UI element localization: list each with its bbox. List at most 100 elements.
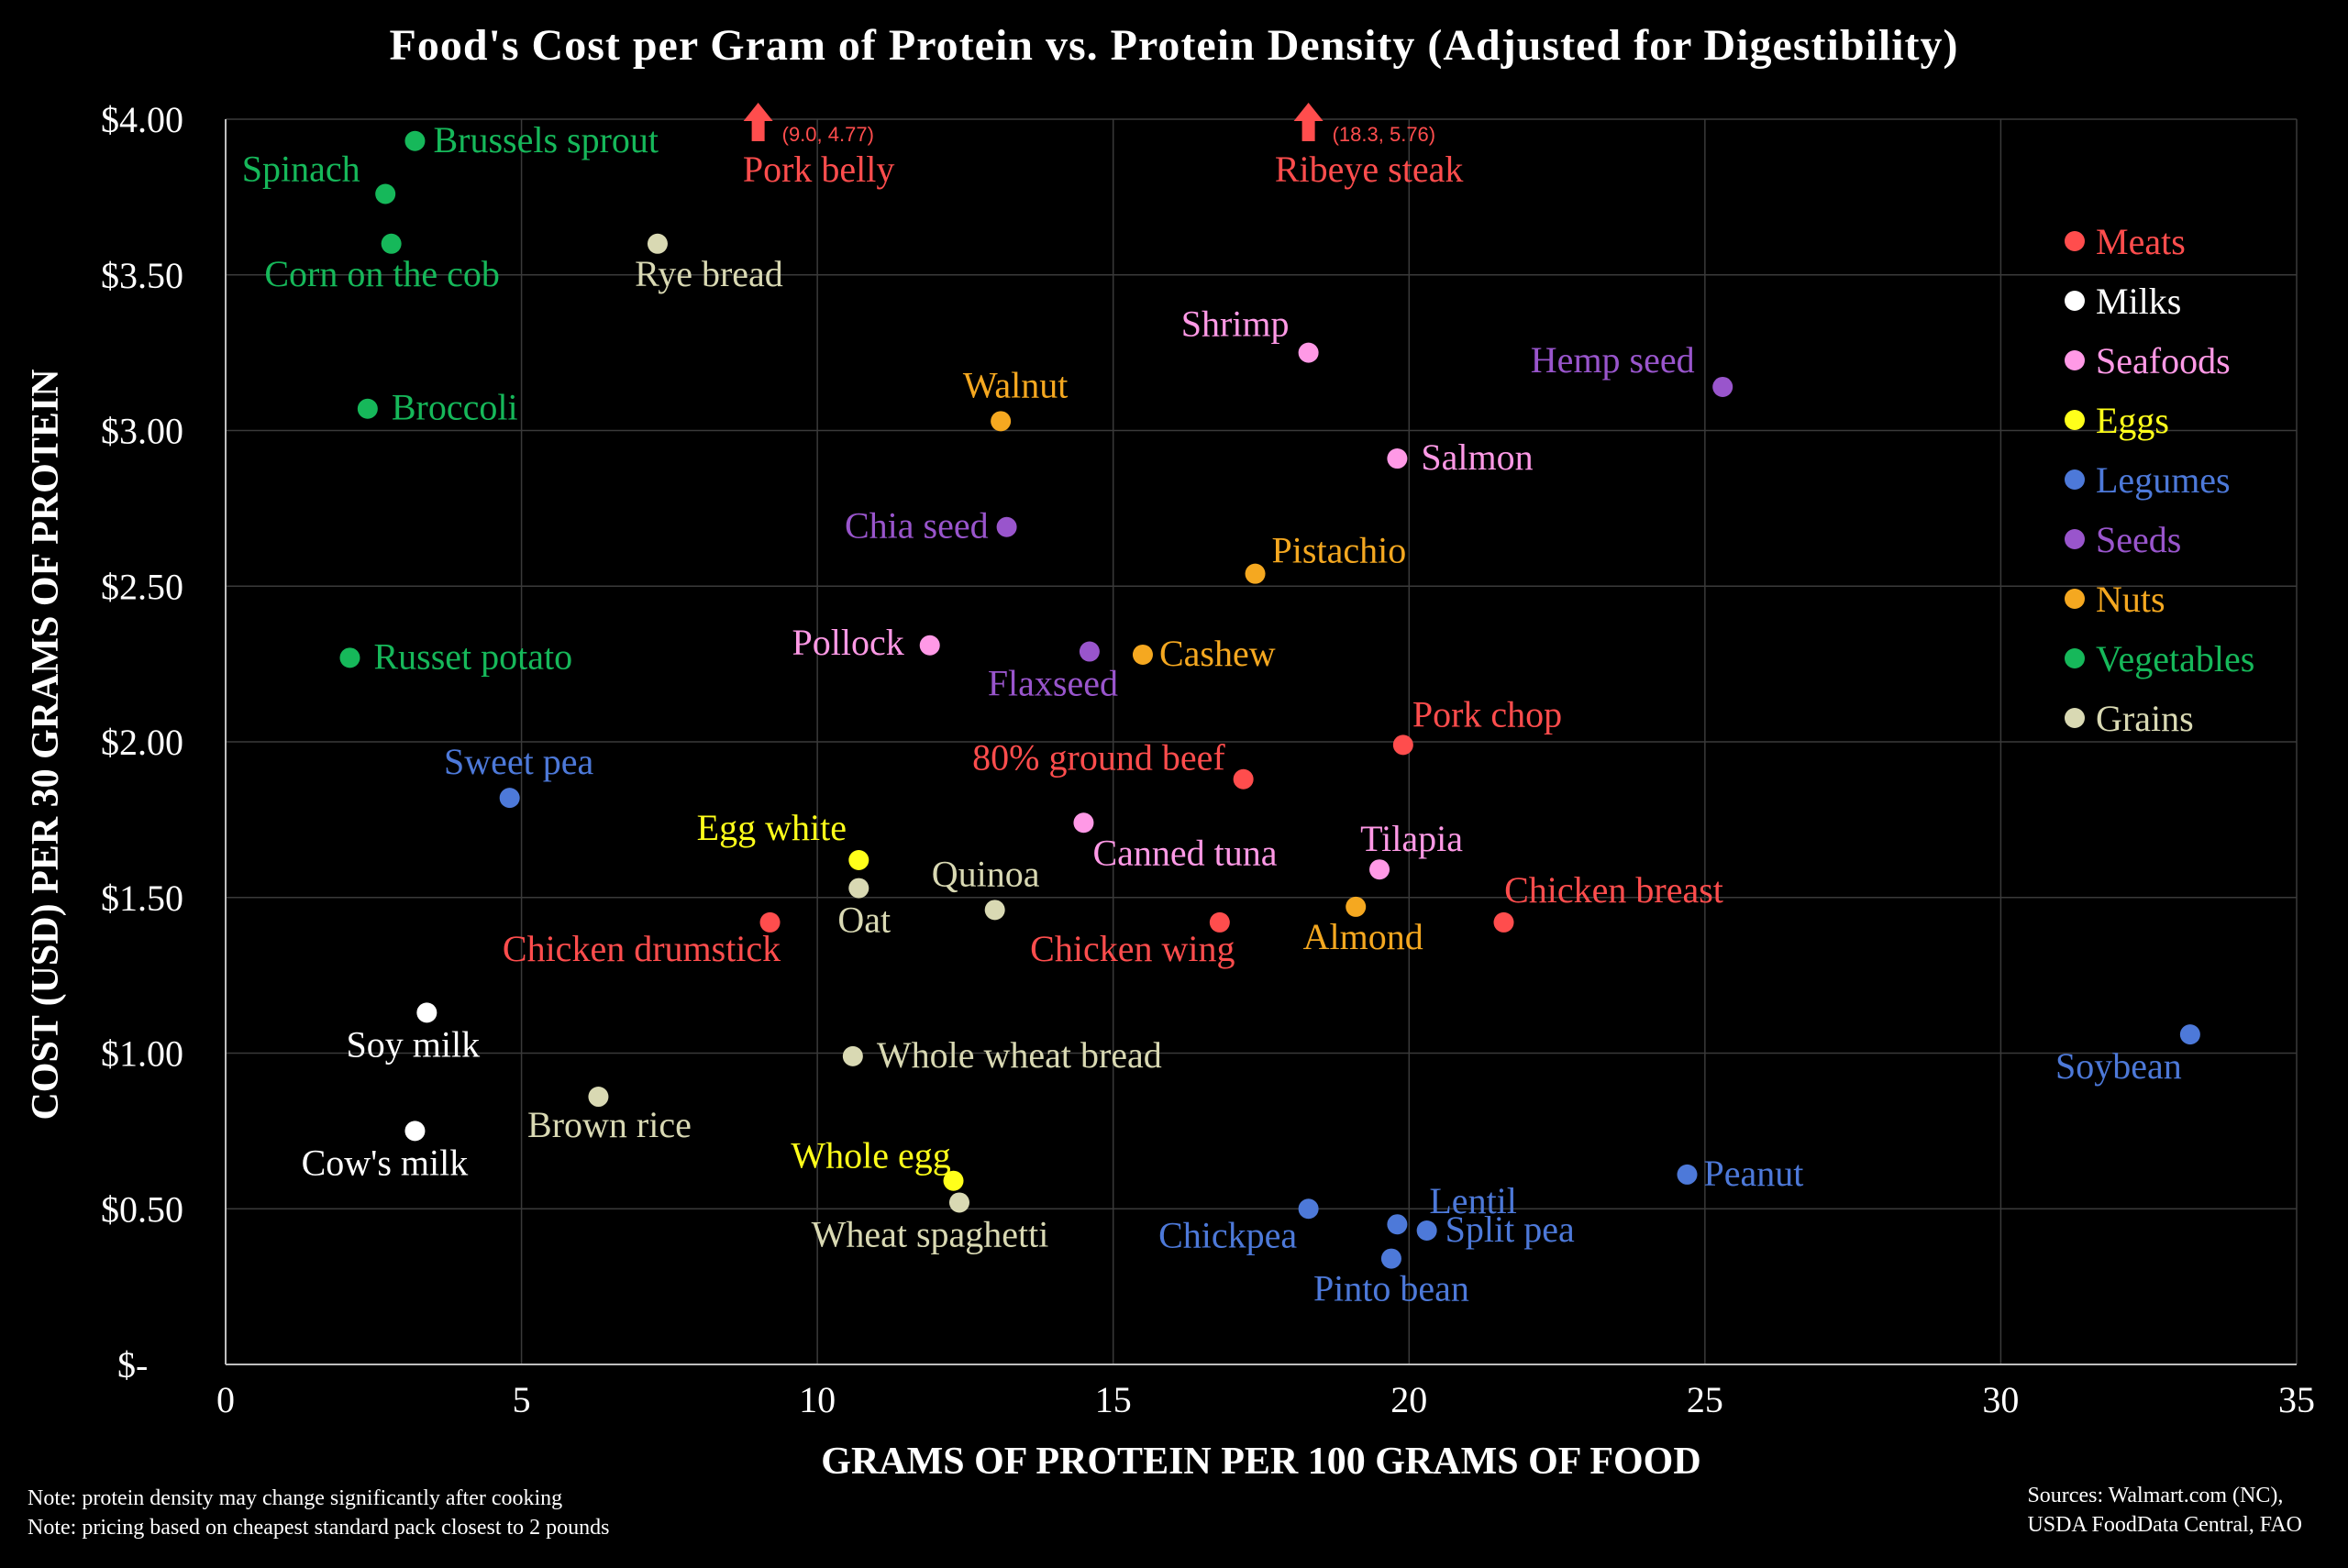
point-oat — [848, 878, 869, 899]
label-rye-bread: Rye bread — [635, 253, 783, 294]
label-chia-seed: Chia seed — [845, 505, 989, 547]
legend-label-seafoods: Seafoods — [2096, 340, 2231, 381]
label-broccoli: Broccoli — [392, 387, 518, 428]
label-salmon: Salmon — [1421, 436, 1533, 478]
point-quinoa — [984, 900, 1005, 921]
legend-marker-vegetables — [2065, 648, 2085, 668]
label-chicken-breast: Chicken breast — [1504, 869, 1723, 911]
point-corn-on-the-cob — [381, 233, 402, 254]
label-corn-on-the-cob: Corn on the cob — [264, 253, 500, 294]
label-pinto-bean: Pinto bean — [1313, 1268, 1469, 1309]
legend-marker-nuts — [2065, 589, 2085, 609]
point-shrimp — [1298, 342, 1319, 363]
point-cow-s-milk — [404, 1121, 426, 1142]
point-lentil — [1387, 1214, 1408, 1235]
label-pistachio: Pistachio — [1272, 530, 1407, 571]
label-80-ground-beef: 80% ground beef — [972, 737, 1225, 778]
point-broccoli — [357, 398, 378, 419]
point-hemp-seed — [1712, 376, 1733, 397]
label-lentil: Lentil — [1429, 1180, 1517, 1221]
label-whole-egg: Whole egg — [791, 1135, 950, 1176]
legend-label-vegetables: Vegetables — [2096, 638, 2254, 679]
legend-label-grains: Grains — [2096, 698, 2194, 739]
label-egg-white: Egg white — [697, 807, 847, 848]
point-brown-rice — [588, 1087, 609, 1108]
point-walnut — [991, 411, 1012, 432]
label-ribeye-steak: Ribeye steak — [1275, 149, 1464, 190]
point-russet-potato — [339, 647, 360, 668]
sources: Sources: Walmart.com (NC), USDA FoodData… — [2027, 1481, 2302, 1540]
y-tick-label: $0.50 — [101, 1188, 183, 1230]
point-chickpea — [1298, 1198, 1319, 1220]
x-tick-label: 30 — [1982, 1379, 2019, 1420]
y-tick-label: $2.00 — [101, 722, 183, 763]
label-russet-potato: Russet potato — [373, 635, 572, 677]
label-soybean: Soybean — [2055, 1045, 2182, 1087]
note-pricing: Note: pricing based on cheapest standard… — [28, 1516, 610, 1540]
legend-label-seeds: Seeds — [2096, 519, 2181, 560]
label-wheat-spaghetti: Wheat spaghetti — [812, 1213, 1049, 1254]
y-tick-label: $- — [117, 1344, 148, 1386]
point-egg-white — [848, 850, 869, 871]
point-canned-tuna — [1073, 812, 1094, 834]
y-tick-label: $3.50 — [101, 255, 183, 296]
point-80-ground-beef — [1233, 768, 1254, 790]
point-soy-milk — [416, 1002, 437, 1023]
label-oat: Oat — [837, 900, 891, 941]
off-chart-annotation-pork-belly: (9.0, 4.77) — [782, 123, 874, 146]
label-shrimp: Shrimp — [1181, 304, 1290, 345]
label-canned-tuna: Canned tuna — [1092, 832, 1277, 873]
label-cashew: Cashew — [1159, 633, 1276, 674]
legend-marker-eggs — [2065, 410, 2085, 430]
point-tilapia — [1369, 859, 1390, 880]
point-whole-wheat-bread — [842, 1045, 863, 1066]
x-tick-label: 20 — [1390, 1379, 1427, 1420]
legend-label-milks: Milks — [2096, 281, 2181, 322]
label-split-pea: Split pea — [1445, 1209, 1575, 1250]
point-pinto-bean — [1380, 1248, 1401, 1269]
note-cooking: Note: protein density may change signifi… — [28, 1486, 563, 1510]
x-axis-label: GRAMS OF PROTEIN PER 100 GRAMS OF FOOD — [821, 1441, 1701, 1483]
point-chicken-wing — [1209, 911, 1230, 933]
point-chicken-drumstick — [759, 911, 781, 933]
label-brussels-sprout: Brussels sprout — [433, 119, 659, 160]
off-chart-annotation-ribeye-steak: (18.3, 5.76) — [1333, 123, 1436, 146]
label-whole-wheat-bread: Whole wheat bread — [877, 1034, 1162, 1076]
legend-label-nuts: Nuts — [2096, 579, 2165, 620]
legend-marker-milks — [2065, 291, 2085, 311]
point-pork-chop — [1392, 734, 1413, 756]
legend-label-legumes: Legumes — [2096, 459, 2231, 501]
y-tick-label: $4.00 — [101, 99, 183, 140]
legend-marker-grains — [2065, 708, 2085, 728]
point-soybean — [2179, 1024, 2200, 1045]
label-chickpea: Chickpea — [1158, 1214, 1297, 1255]
point-almond — [1346, 896, 1367, 917]
label-cow-s-milk: Cow's milk — [302, 1142, 469, 1183]
legend-label-meats: Meats — [2096, 221, 2186, 262]
label-pork-belly: Pork belly — [743, 149, 895, 190]
label-pollock: Pollock — [792, 622, 903, 663]
y-tick-label: $3.00 — [101, 411, 183, 452]
label-chicken-wing: Chicken wing — [1030, 928, 1235, 969]
point-wheat-spaghetti — [948, 1192, 969, 1213]
arrow-up-icon — [743, 103, 773, 141]
x-tick-label: 15 — [1095, 1379, 1132, 1420]
point-peanut — [1677, 1164, 1698, 1185]
point-pollock — [919, 635, 940, 656]
point-sweet-pea — [499, 788, 520, 809]
x-tick-label: 5 — [513, 1379, 531, 1420]
y-tick-label: $1.00 — [101, 1033, 183, 1075]
label-almond: Almond — [1303, 916, 1423, 957]
x-tick-label: 10 — [799, 1379, 836, 1420]
label-walnut: Walnut — [963, 364, 1069, 405]
point-spinach — [375, 183, 396, 204]
legend-label-eggs: Eggs — [2096, 400, 2169, 441]
source-line-1: Sources: Walmart.com (NC), — [2027, 1484, 2284, 1507]
source-line-2: USDA FoodData Central, FAO — [2027, 1513, 2302, 1537]
label-sweet-pea: Sweet pea — [444, 741, 594, 782]
label-hemp-seed: Hemp seed — [1531, 339, 1695, 381]
y-axis-label: COST (USD) PER 30 GRAMS OF PROTEIN — [25, 369, 67, 1121]
label-chicken-drumstick: Chicken drumstick — [503, 928, 781, 969]
y-tick-label: $1.50 — [101, 878, 183, 919]
